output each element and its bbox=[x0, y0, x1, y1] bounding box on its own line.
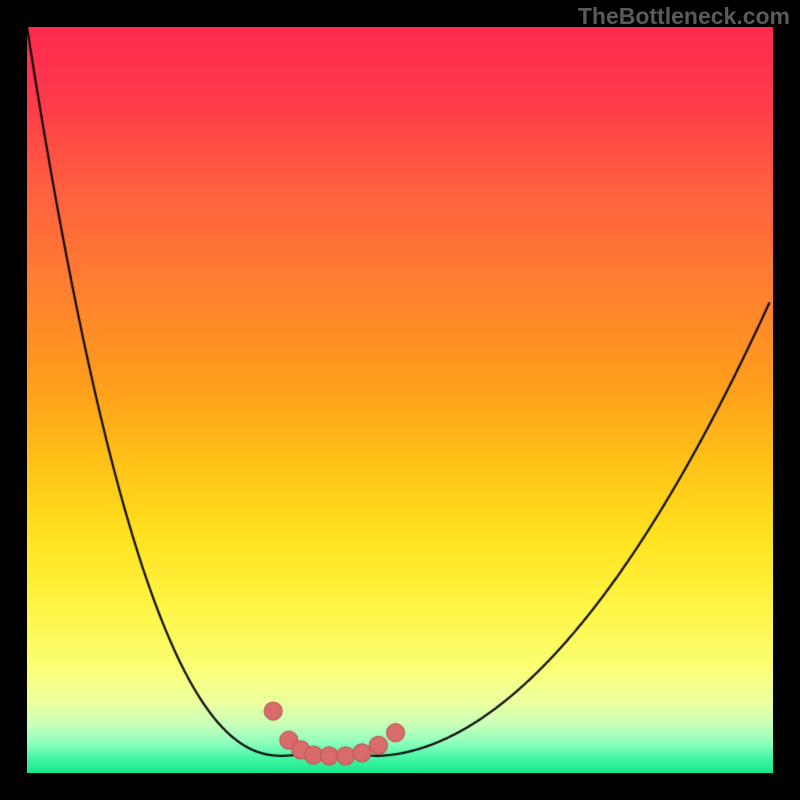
watermark-text: TheBottleneck.com bbox=[578, 3, 790, 30]
plot-area bbox=[27, 27, 773, 773]
chart-frame: TheBottleneck.com bbox=[0, 0, 800, 800]
bottleneck-curve-canvas bbox=[27, 27, 773, 773]
